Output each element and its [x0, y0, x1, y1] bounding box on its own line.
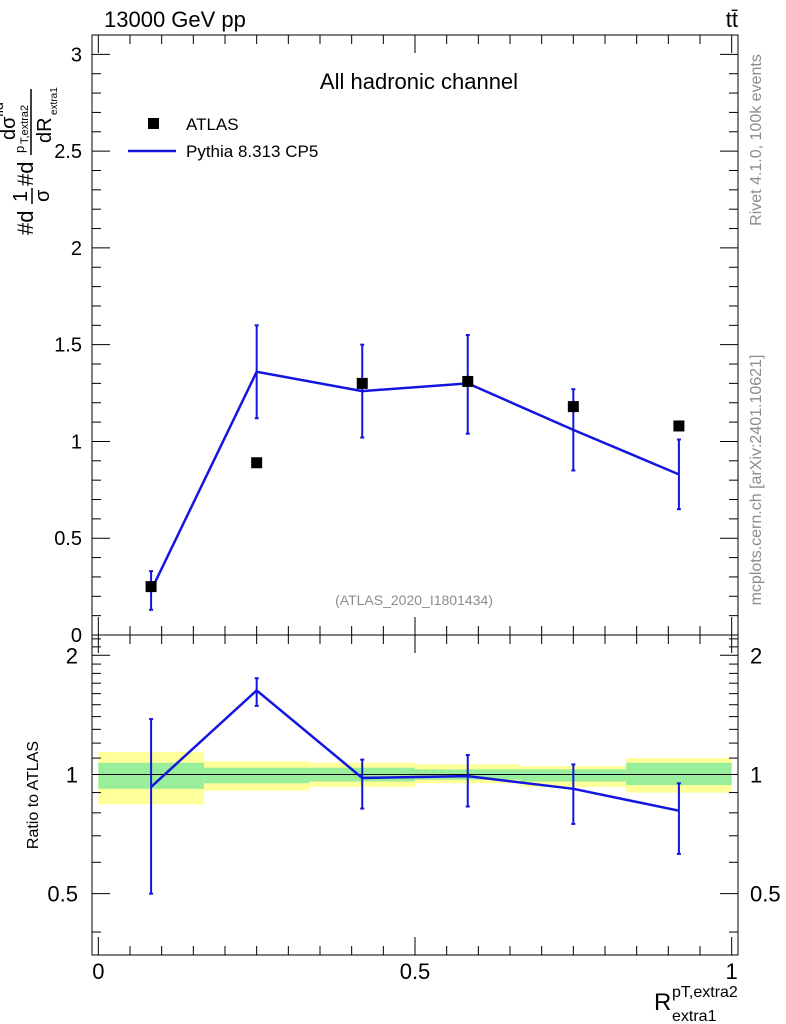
energy-label: 13000 GeV pp [104, 7, 246, 32]
ratio-y-ticks: 0.5 0.5 1 1 2 2 [47, 638, 781, 933]
legend-atlas-label: ATLAS [186, 115, 239, 134]
atlas-data-point [567, 401, 579, 413]
atlas-data-point [356, 377, 368, 389]
main-y-tick-label: 0 [71, 625, 82, 647]
x-tick-label: 1 [726, 959, 738, 984]
main-atlas-series [145, 375, 685, 593]
main-y-tick-label: 1.5 [54, 335, 82, 357]
ylabel-part-sigma: σ [32, 189, 54, 202]
ratio-y-tick-label-right: 1 [750, 762, 762, 787]
chart-title: All hadronic channel [320, 69, 518, 94]
xlabel-r: R [654, 989, 671, 1016]
legend-atlas-marker [148, 118, 159, 129]
main-y-tick-label: 2.5 [54, 141, 82, 163]
ylabel-part-t-extra2: T,extra2 [19, 105, 31, 144]
atlas-data-point [251, 457, 263, 469]
ratio-y-tick-label-right: 0.5 [750, 882, 781, 907]
x-tick-label: 0.5 [400, 959, 431, 984]
ratio-pythia-series [149, 677, 681, 895]
legend: ATLAS Pythia 8.313 CP5 [128, 115, 318, 161]
xlabel-subscript: extra1 [672, 1008, 717, 1024]
ratio-y-tick-label-left: 2 [66, 643, 78, 668]
x-tick-label: 0 [92, 959, 104, 984]
atlas-data-point [145, 581, 157, 593]
mcplots-reference-label: mcplots.cern.ch [arXiv:2401.10621] [748, 355, 765, 606]
pythia-line [149, 370, 680, 592]
ylabel-part-d2: #d [13, 162, 38, 186]
ratio-y-tick-label-right: 2 [750, 643, 762, 668]
ylabel-part-one: 1 [10, 191, 32, 202]
main-y-tick-label: 0.5 [54, 528, 82, 550]
analysis-tag: (ATLAS_2020_I1801434) [335, 592, 493, 608]
ratio-y-tick-label-left: 1 [66, 762, 78, 787]
legend-pythia-label: Pythia 8.313 CP5 [186, 142, 318, 161]
xlabel-superscript: pT,extra2 [672, 984, 738, 1001]
ylabel-part-d1: #d [13, 211, 38, 235]
x-axis-label: R pT,extra2 extra1 [654, 984, 738, 1024]
atlas-data-point [673, 420, 685, 432]
main-y-tick-label: 3 [71, 44, 82, 66]
atlas-data-point [462, 375, 474, 387]
x-ticks: 0 0.5 1 [92, 35, 738, 984]
ratio-y-axis-label: Ratio to ATLAS [25, 741, 42, 849]
main-y-ticks: 0 0.5 1 1.5 2 2.5 3 [54, 44, 738, 647]
ratio-pythia-line [150, 688, 680, 812]
main-y-tick-label: 1 [71, 431, 82, 453]
main-y-axis-label: #d 1 σ #d dσ fid p T,extra2 dR extra1 [0, 87, 60, 235]
rivet-version-label: Rivet 4.1.0, 100k events [748, 54, 765, 226]
ylabel-part-dr: dR [34, 117, 56, 143]
ylabel-part-extra1: extra1 [49, 87, 60, 115]
ylabel-part-fid: fid [0, 102, 6, 117]
process-label: tt̄ [726, 7, 738, 32]
ratio-inner-band [203, 767, 310, 784]
ratio-y-tick-label-left: 0.5 [47, 882, 78, 907]
main-y-tick-label: 2 [71, 238, 82, 260]
main-pythia-series [149, 324, 681, 611]
ylabel-part-p: p [12, 146, 27, 153]
ylabel-part-dsigma: dσ [0, 116, 20, 140]
